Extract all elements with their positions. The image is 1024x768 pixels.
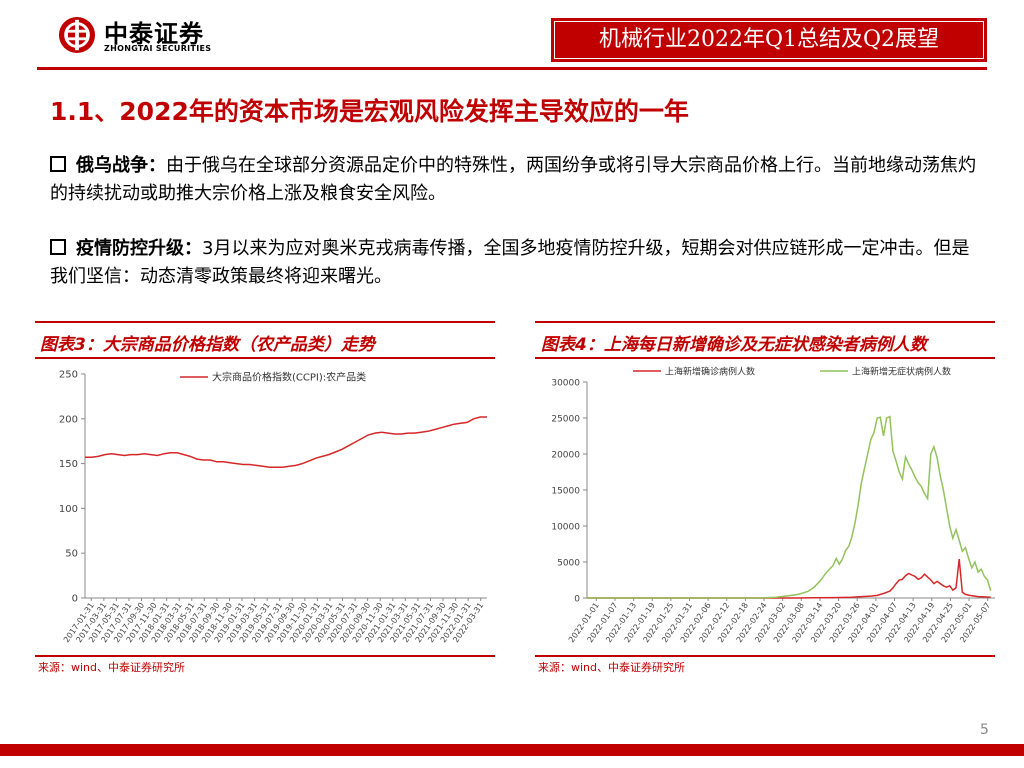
y-tick-label: 150	[59, 459, 78, 470]
shanghai-cases-chart: 0500010000150002000025000300002022-01-01…	[551, 366, 995, 644]
series-line-1	[85, 416, 487, 468]
paragraph-lead: 俄乌战争：	[76, 155, 166, 176]
footer-bar	[0, 744, 1024, 756]
y-tick-label: 15000	[551, 487, 580, 497]
logo-text-cn: 中泰证券	[104, 20, 204, 48]
chart1-top-rule	[35, 321, 495, 323]
y-tick-label: 50	[65, 549, 78, 560]
checkbox-bullet-icon	[50, 156, 66, 172]
paragraph-lead: 疫情防控升级：	[76, 238, 202, 259]
header-divider	[37, 67, 987, 70]
y-tick-label: 0	[574, 595, 580, 605]
section-title: 1.1、2022年的资本市场是宏观风险发挥主导效应的一年	[50, 97, 689, 126]
paragraph-text: 由于俄乌在全球部分资源品定价中的特殊性，两国纷争或将引导大宗商品价格上行。当前地…	[50, 155, 976, 204]
chart1-bottom-rule	[35, 655, 495, 657]
page-number: 5	[980, 722, 989, 738]
chart2-bottom-rule	[535, 655, 995, 657]
y-tick-label: 100	[59, 504, 78, 515]
y-tick-label: 20000	[551, 451, 580, 461]
chart2-top-rule	[535, 321, 995, 323]
ccpi-agri-chart: 0501001502002502017-01-312017-03-312017-…	[59, 370, 487, 644]
report-banner: 机械行业2022年Q1总结及Q2展望	[551, 18, 987, 62]
y-tick-label: 25000	[551, 415, 580, 425]
paragraph-epidemic: 疫情防控升级：3月以来为应对奥米克戎病毒传播，全国多地疫情防控升级，短期会对供应…	[50, 235, 984, 291]
legend-label: 上海新增无症状病例人数	[852, 366, 951, 378]
chart1-source: 来源：wind、中泰证券研究所	[38, 661, 186, 674]
checkbox-bullet-icon	[50, 239, 66, 255]
y-tick-label: 0	[72, 594, 78, 605]
report-banner-title: 机械行业2022年Q1总结及Q2展望	[554, 21, 984, 59]
y-tick-label: 200	[59, 414, 78, 425]
logo-text-en: ZHONGTAI SECURITIES	[104, 44, 212, 53]
chart2-source: 来源：wind、中泰证券研究所	[538, 661, 686, 674]
chart1-title: 图表3：大宗商品价格指数（农产品类）走势	[40, 335, 375, 355]
y-tick-label: 5000	[557, 559, 580, 569]
legend-label: 上海新增确诊病例人数	[665, 366, 755, 378]
chart2-title-rule	[535, 357, 995, 359]
zhongtai-logo-icon	[58, 16, 96, 54]
y-tick-label: 30000	[551, 379, 580, 389]
chart1-title-rule	[35, 357, 495, 359]
series-line-1	[587, 559, 991, 599]
y-tick-label: 250	[59, 370, 78, 381]
chart2-title: 图表4：上海每日新增确诊及无症状感染者病例人数	[541, 335, 927, 355]
legend-label: 大宗商品价格指数(CCPI):农产品类	[212, 371, 366, 384]
paragraph-text: 3月以来为应对奥米克戎病毒传播，全国多地疫情防控升级，短期会对供应链形成一定冲击…	[50, 238, 970, 287]
y-tick-label: 10000	[551, 523, 580, 533]
paragraph-war: 俄乌战争：由于俄乌在全球部分资源品定价中的特殊性，两国纷争或将引导大宗商品价格上…	[50, 152, 984, 208]
company-logo: 中泰证券 ZHONGTAI SECURITIES	[58, 14, 218, 60]
series-line-2	[587, 415, 992, 599]
